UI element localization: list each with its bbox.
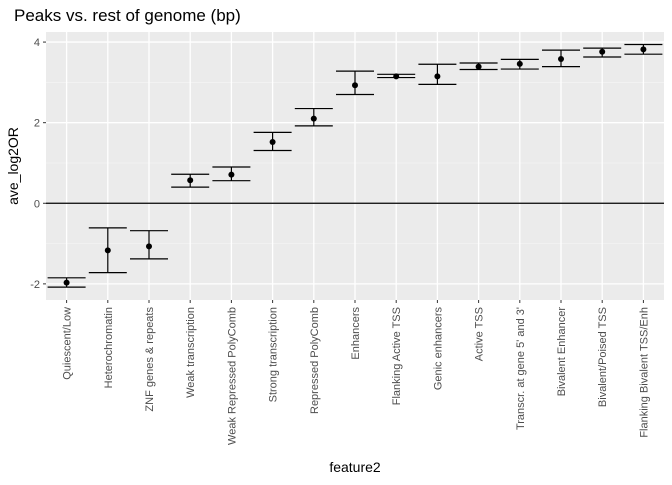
data-point	[599, 48, 606, 55]
x-tick-label: Weak transcription	[185, 307, 197, 398]
data-point	[187, 177, 194, 184]
data-point	[434, 73, 441, 80]
y-tick-label: 0	[34, 198, 40, 210]
x-tick-label: Enhancers	[350, 307, 362, 360]
x-tick-label: Strong transcription	[268, 307, 280, 402]
data-point	[352, 82, 358, 89]
y-axis-ticks: -2 0 2 4	[30, 37, 46, 291]
grid-lines	[46, 32, 664, 300]
data-point	[558, 56, 564, 63]
x-tick-label: Genic enhancers	[432, 307, 444, 391]
x-tick-label: Quiescent/Low	[62, 307, 74, 380]
error-bars	[47, 43, 663, 288]
x-axis-ticks: Quiescent/Low Heterochromatin ZNF genes & …	[62, 300, 650, 445]
data-point	[269, 139, 276, 146]
data-point	[228, 171, 235, 178]
y-tick-label: -2	[30, 279, 40, 291]
x-tick-label: Active TSS	[474, 307, 486, 361]
data-point	[146, 243, 152, 250]
y-tick-label: 2	[34, 118, 40, 130]
data-point	[475, 63, 482, 70]
data-point	[640, 46, 647, 53]
x-tick-label: Repressed PolyComb	[309, 307, 321, 414]
data-point	[393, 73, 400, 80]
x-axis-label: feature2	[329, 459, 381, 475]
x-tick-label: Weak Repressed PolyComb	[226, 307, 238, 445]
data-points	[63, 46, 647, 286]
data-point	[310, 115, 317, 122]
x-tick-label: ZNF genes & repeats	[144, 307, 156, 412]
data-point	[63, 279, 70, 286]
x-tick-label: Bivalent Enhancer	[556, 307, 568, 397]
data-point	[516, 60, 523, 67]
y-tick-label: 4	[34, 37, 40, 49]
data-point	[104, 247, 111, 254]
chart-title: Peaks vs. rest of genome (bp)	[14, 6, 241, 25]
y-axis-label: ave_log2OR	[5, 127, 21, 205]
x-tick-label: Heterochromatin	[103, 307, 115, 388]
x-tick-label: Flanking Bivalent TSS/Enh	[638, 307, 650, 438]
x-tick-label: Flanking Active TSS	[391, 307, 403, 405]
x-tick-label: Transcr. at gene 5' and 3'	[515, 307, 527, 430]
x-tick-label: Bivalent/Poised TSS	[597, 307, 609, 407]
